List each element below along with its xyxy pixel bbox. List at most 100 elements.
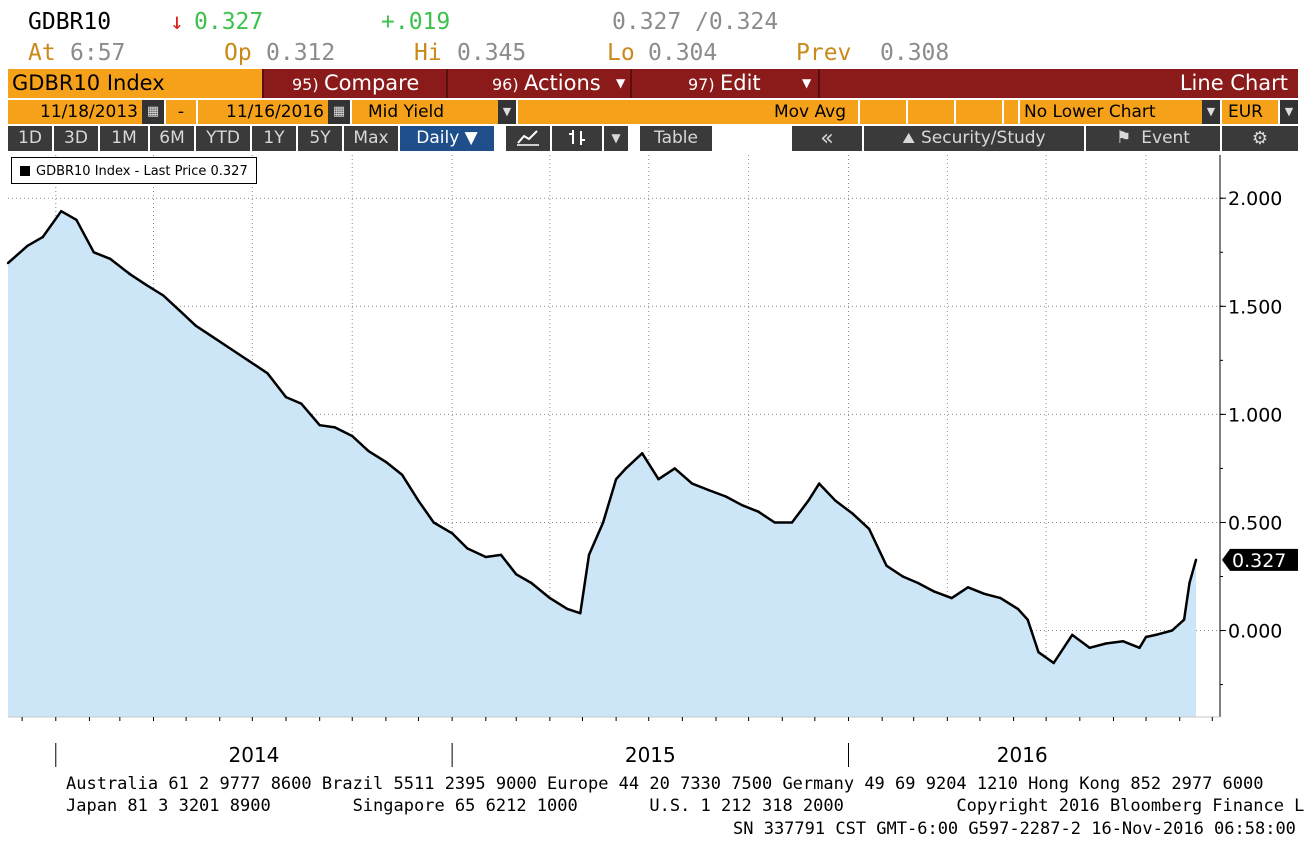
- time-value: 6:57: [70, 40, 126, 66]
- ticker: GDBR10: [28, 9, 112, 35]
- footer-session-line: SN 337791 CST GMT-6:00 G597-2287-2 16-No…: [733, 819, 1296, 839]
- period-select[interactable]: Daily ▼: [400, 126, 494, 151]
- line-chart-icon[interactable]: [506, 126, 550, 151]
- data-point: [690, 482, 694, 485]
- high-value: 0.345: [457, 40, 527, 66]
- controls-bar: 11/18/2013 ▦ - 11/16/2016 ▦ Mid Yield ▼ …: [8, 100, 1298, 124]
- range-5y-button[interactable]: 5Y: [298, 126, 342, 151]
- data-point: [724, 495, 727, 498]
- menu-divider: [446, 69, 448, 98]
- chevron-down-icon[interactable]: ▼: [1280, 100, 1298, 124]
- date-separator: -: [166, 100, 196, 124]
- data-point: [194, 324, 198, 327]
- data-point: [162, 294, 165, 297]
- data-point: [178, 309, 181, 312]
- y-tick-label: 0.500: [1228, 512, 1282, 534]
- data-point: [790, 521, 794, 524]
- y-tick-label: 1.500: [1228, 296, 1282, 318]
- data-point: [817, 482, 821, 485]
- currency-select[interactable]: EUR: [1222, 100, 1278, 124]
- data-point: [1071, 633, 1074, 637]
- table-button[interactable]: Table: [640, 126, 712, 151]
- chart-toolbar: 1D 3D 1M 6M YTD 1Y 5Y Max Daily ▼ ▼ Tabl…: [8, 126, 1298, 151]
- calendar-icon[interactable]: ▦: [142, 100, 164, 124]
- data-point: [432, 521, 435, 524]
- security-study-button[interactable]: ⛰ Security/Study: [864, 126, 1084, 151]
- high-label: Hi: [414, 40, 442, 66]
- edit-button[interactable]: 97) Edit ▼: [632, 69, 818, 98]
- calendar-icon[interactable]: ▦: [328, 100, 350, 124]
- data-point: [966, 586, 970, 589]
- bar-chart-icon[interactable]: [552, 126, 602, 151]
- footer-contacts-line-2: Japan 81 3 3201 8900 Singapore 65 6212 1…: [66, 796, 1307, 816]
- actions-dropdown-icon: ▼: [616, 76, 626, 90]
- mov-avg-slot-3[interactable]: [956, 100, 1002, 124]
- start-date-field[interactable]: 11/18/2013: [8, 100, 142, 124]
- x-tick-label: 2016: [997, 743, 1048, 767]
- edit-number: 97): [688, 75, 715, 94]
- chevron-down-icon[interactable]: ▼: [1202, 100, 1220, 124]
- data-point: [530, 581, 533, 585]
- menu-divider: [818, 69, 820, 98]
- y-tick-label: 1.000: [1228, 404, 1282, 426]
- actions-button[interactable]: 96) Actions ▼: [448, 69, 630, 98]
- range-6m-button[interactable]: 6M: [150, 126, 194, 151]
- data-point: [333, 426, 337, 429]
- data-point: [1052, 661, 1055, 665]
- menu-divider: [262, 69, 264, 98]
- data-point: [983, 592, 986, 595]
- down-arrow-icon: ↓: [170, 9, 184, 35]
- range-max-button[interactable]: Max: [344, 126, 398, 151]
- legend-swatch: [20, 166, 30, 176]
- mov-avg-slot-4[interactable]: [1004, 100, 1018, 124]
- price-chart[interactable]: 2.000 1.500 1.000 0.500 0.000 0.327 2014 2015 20…: [0, 150, 1307, 775]
- lower-chart-select[interactable]: No Lower Chart: [1020, 100, 1202, 124]
- mov-avg-slot-2[interactable]: [908, 100, 954, 124]
- chevron-down-icon[interactable]: ▼: [498, 100, 516, 124]
- data-point: [1154, 633, 1158, 637]
- gear-icon[interactable]: ⚙: [1222, 126, 1298, 151]
- field-select[interactable]: Mid Yield: [352, 100, 498, 124]
- data-point: [284, 395, 288, 399]
- last-value-label: 0.327: [1232, 550, 1286, 572]
- data-point: [657, 478, 660, 481]
- data-point: [773, 521, 776, 524]
- data-point: [266, 372, 269, 375]
- legend-text: GDBR10 Index - Last Price 0.327: [36, 164, 248, 179]
- security-study-label: Security/Study: [920, 128, 1046, 148]
- data-point: [92, 251, 95, 254]
- collapse-icon[interactable]: «: [792, 126, 862, 151]
- data-point: [466, 547, 469, 550]
- data-point: [624, 467, 628, 470]
- range-ytd-button[interactable]: YTD: [196, 126, 250, 151]
- mov-avg-label[interactable]: Mov Avg: [518, 100, 858, 124]
- data-point: [1104, 642, 1108, 645]
- range-1m-button[interactable]: 1M: [100, 126, 148, 151]
- range-1d-button[interactable]: 1D: [8, 126, 52, 151]
- data-point: [60, 210, 63, 213]
- event-button[interactable]: ⚑ Event: [1086, 126, 1220, 151]
- end-date-field[interactable]: 11/16/2016: [198, 100, 328, 124]
- compare-button[interactable]: 95) Compare: [264, 69, 446, 98]
- data-point: [499, 553, 503, 557]
- last-price: 0.327: [194, 9, 264, 35]
- mov-avg-slot-1[interactable]: [860, 100, 906, 124]
- data-point: [999, 596, 1002, 600]
- data-point: [757, 510, 760, 513]
- actions-label: Actions: [524, 71, 601, 95]
- data-point: [230, 348, 233, 351]
- bar-chart-icon-glyph: [569, 130, 585, 145]
- range-3d-button[interactable]: 3D: [54, 126, 98, 151]
- chevron-down-icon[interactable]: ▼: [604, 126, 628, 151]
- range-1y-button[interactable]: 1Y: [252, 126, 296, 151]
- flag-icon: ⚑: [1116, 128, 1132, 148]
- data-point: [933, 590, 936, 593]
- footer-contacts-line-1: Australia 61 2 9777 8600 Brazil 5511 239…: [66, 774, 1264, 794]
- data-point: [885, 564, 888, 567]
- actions-number: 96): [492, 75, 519, 94]
- data-point: [484, 555, 488, 559]
- data-point: [6, 261, 10, 265]
- x-tick-label: 2015: [625, 743, 676, 767]
- data-point: [515, 573, 518, 576]
- chart-area-layer: [6, 209, 1198, 717]
